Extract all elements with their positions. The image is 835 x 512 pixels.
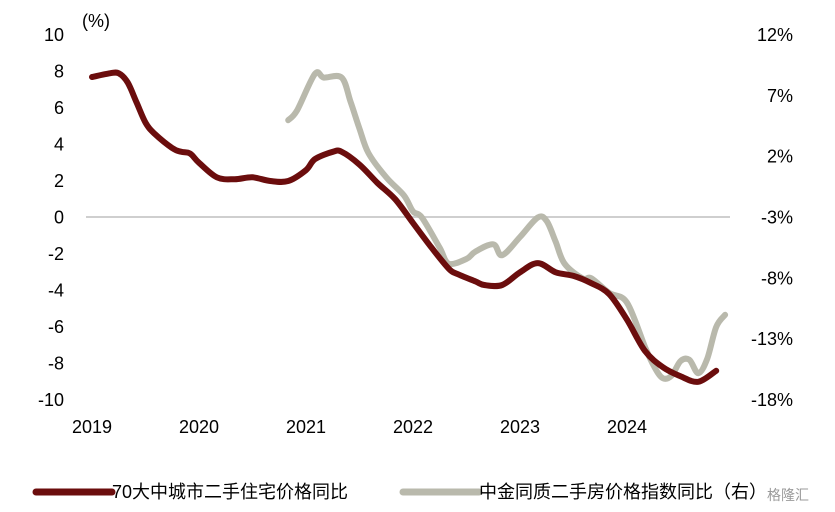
- x-tick-label: 2024: [607, 417, 647, 437]
- left-y-tick-label: -6: [48, 317, 64, 337]
- right-y-tick-label: 12%: [757, 25, 793, 45]
- left-y-tick-label: -4: [48, 281, 64, 301]
- y-axis-unit-label: (%): [82, 11, 110, 31]
- series-layer: [89, 69, 729, 385]
- right-y-tick-label: -18%: [751, 390, 793, 410]
- x-tick-label: 2023: [500, 417, 540, 437]
- x-tick-label: 2021: [286, 417, 326, 437]
- left-y-tick-label: 2: [54, 171, 64, 191]
- left-y-tick-label: 8: [54, 62, 64, 82]
- legend-label-series-1: 70大中城市二手住宅价格同比: [112, 482, 348, 502]
- legend: 70大中城市二手住宅价格同比 中金同质二手房价格指数同比（右）: [32, 482, 767, 502]
- right-y-tick-label: -3%: [761, 208, 793, 228]
- right-y-tick-label: 2%: [767, 147, 793, 167]
- left-y-tick-label: -2: [48, 244, 64, 264]
- right-y-tick-label: 7%: [767, 86, 793, 106]
- series-line-2: [285, 69, 729, 382]
- left-y-tick-label: 6: [54, 98, 64, 118]
- x-tick-label: 2019: [72, 417, 112, 437]
- watermark-logo: 格隆汇: [767, 487, 809, 503]
- left-y-tick-label: -8: [48, 354, 64, 374]
- left-y-tick-label: 0: [54, 208, 64, 228]
- right-y-axis: 12% 7% 2% -3% -8% -13% -18%: [751, 25, 793, 410]
- right-y-tick-label: -8%: [761, 268, 793, 288]
- x-tick-label: 2022: [393, 417, 433, 437]
- series-line-1: [89, 69, 720, 385]
- x-tick-label: 2020: [179, 417, 219, 437]
- legend-label-series-2: 中金同质二手房价格指数同比（右）: [479, 482, 767, 502]
- left-y-tick-label: -10: [38, 390, 64, 410]
- left-y-tick-label: 10: [44, 25, 64, 45]
- left-y-tick-label: 4: [54, 135, 64, 155]
- right-y-tick-label: -13%: [751, 329, 793, 349]
- left-y-axis: 10 8 6 4 2 0 -2 -4 -6 -8 -10: [38, 25, 64, 410]
- x-axis: 2019 2020 2021 2022 2023 2024: [72, 417, 647, 437]
